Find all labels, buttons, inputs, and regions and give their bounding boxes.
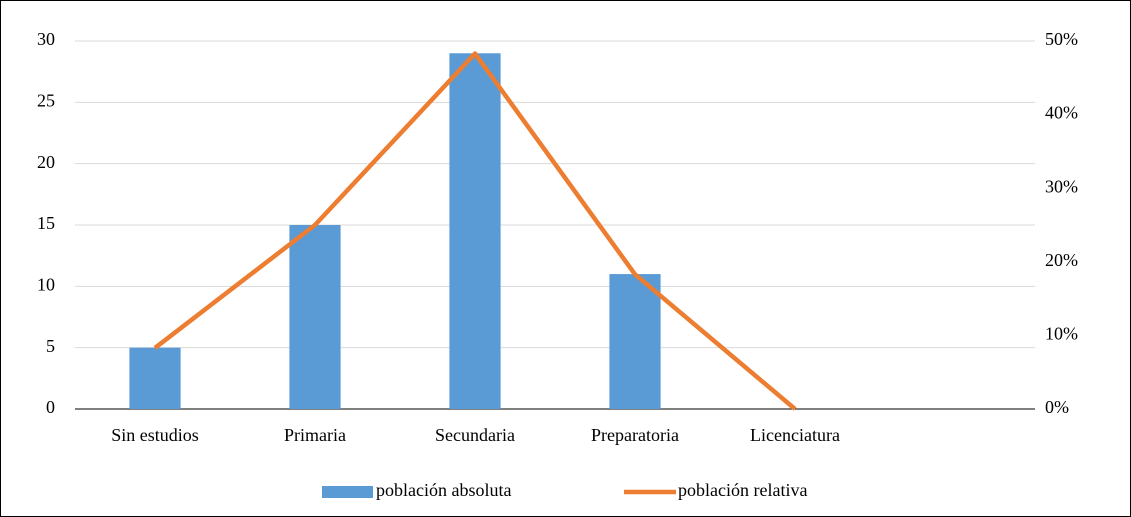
y2-tick-label: 40% [1045, 103, 1078, 123]
legend-label: población relativa [678, 480, 807, 500]
bar [449, 53, 501, 410]
y2-tick-label: 0% [1045, 397, 1069, 417]
y-tick-label: 25 [37, 90, 55, 110]
y-tick-label: 30 [37, 29, 55, 49]
y-tick-label: 5 [46, 336, 55, 356]
y2-tick-label: 30% [1045, 176, 1078, 196]
bar [609, 274, 661, 409]
y-tick-label: 0 [46, 397, 55, 417]
x-tick-label: Preparatoria [591, 425, 679, 445]
bar [129, 347, 181, 409]
x-tick-label: Sin estudios [111, 425, 199, 445]
legend-swatch [322, 486, 373, 498]
y2-tick-label: 20% [1045, 250, 1078, 270]
y2-tick-label: 10% [1045, 324, 1078, 344]
bar [289, 225, 341, 409]
y-tick-label: 10 [37, 274, 55, 294]
x-tick-label: Licenciatura [750, 425, 840, 445]
y2-tick-label: 50% [1045, 29, 1078, 49]
legend-label: población absoluta [376, 480, 511, 500]
y-tick-label: 15 [37, 213, 55, 233]
y-tick-label: 20 [37, 152, 55, 172]
x-tick-label: Primaria [284, 425, 346, 445]
line [153, 51, 797, 411]
x-tick-label: Secundaria [435, 425, 515, 445]
